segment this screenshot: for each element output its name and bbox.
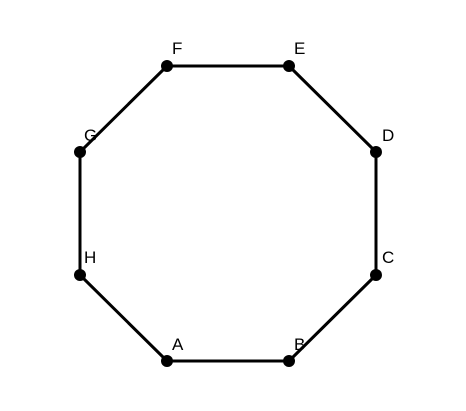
- vertex-label-f: F: [172, 39, 182, 58]
- vertex-label-b: B: [294, 335, 305, 354]
- vertex-label-g: G: [84, 126, 97, 145]
- vertex-c: [370, 269, 382, 281]
- vertex-label-d: D: [382, 126, 394, 145]
- vertex-label-e: E: [294, 39, 305, 58]
- vertex-g: [74, 146, 86, 158]
- edges-group: [78, 64, 378, 363]
- vertex-label-a: A: [172, 335, 184, 354]
- vertex-label-h: H: [84, 248, 96, 267]
- edge-ha: [78, 273, 169, 363]
- edge-fg: [78, 64, 169, 154]
- vertex-a: [161, 355, 173, 367]
- vertices-group: [74, 60, 382, 367]
- vertex-e: [283, 60, 295, 72]
- edge-bc: [287, 273, 378, 363]
- vertex-label-c: C: [382, 248, 394, 267]
- vertex-b: [283, 355, 295, 367]
- vertex-d: [370, 146, 382, 158]
- labels-group: A B C D E F G H: [84, 39, 394, 354]
- edge-de: [287, 64, 378, 154]
- vertex-f: [161, 60, 173, 72]
- vertex-h: [74, 269, 86, 281]
